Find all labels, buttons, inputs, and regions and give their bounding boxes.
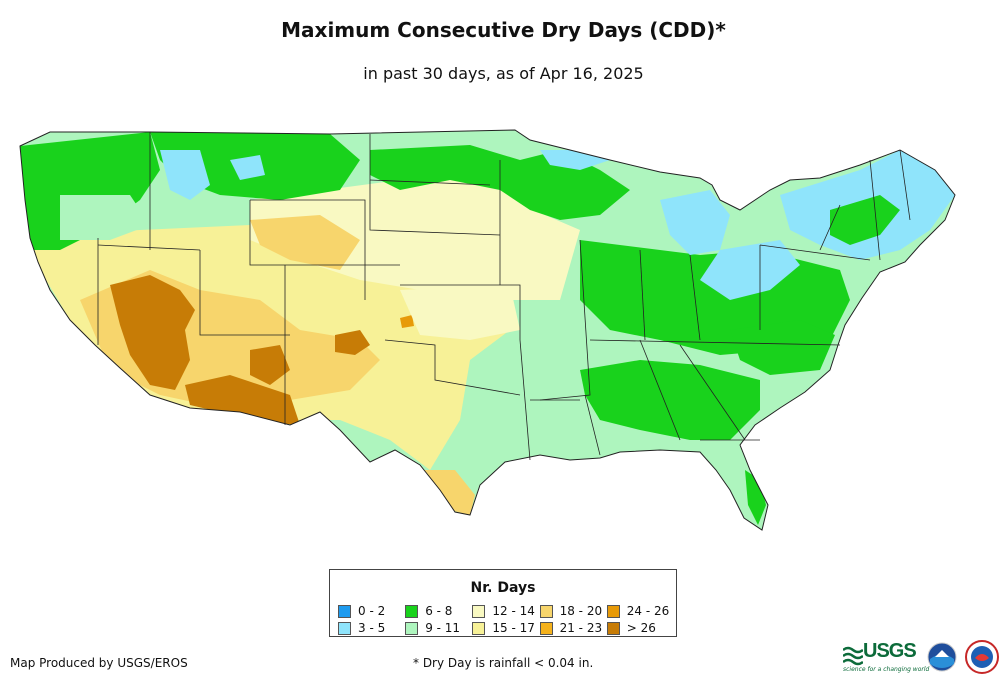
region-over26-az <box>185 375 300 425</box>
legend-item: 24 - 26 <box>606 603 674 619</box>
map-subtitle: in past 30 days, as of Apr 16, 2025 <box>363 64 644 83</box>
usgs-logo <box>843 646 863 666</box>
legend-label: 0 - 2 <box>358 604 386 618</box>
region-12-14-ks <box>400 285 520 340</box>
cdd-map <box>19 129 956 531</box>
legend-item: 12 - 14 <box>472 603 539 619</box>
legend-swatch <box>338 621 351 635</box>
legend-item: 21 - 23 <box>539 620 607 636</box>
region-over26-nm <box>250 345 290 385</box>
legend-item: 0 - 2 <box>338 603 405 619</box>
legend-label: 6 - 8 <box>425 604 453 618</box>
legend-label: 18 - 20 <box>559 604 603 618</box>
legend-label: > 26 <box>626 621 656 635</box>
region-6-8-ny <box>830 195 900 245</box>
legend-label: 9 - 11 <box>425 621 461 635</box>
legend-label: 12 - 14 <box>492 604 535 618</box>
state-borders <box>97 132 911 461</box>
region-24-26-ks <box>400 315 414 328</box>
region-18-20-texas <box>420 470 475 515</box>
agency-logos: USGS science for a changing world <box>843 640 1003 684</box>
region-9-11-or <box>60 195 150 240</box>
legend-swatch <box>472 621 486 635</box>
region-6-8-nw <box>20 132 160 250</box>
region-6-8-va <box>730 320 835 375</box>
legend-items: 0 - 2 3 - 5 6 - 8 9 - 11 12 - 14 15 - 17 18 - … <box>338 603 674 636</box>
legend-swatch <box>539 604 553 618</box>
legend-title: Nr. Days <box>470 580 536 596</box>
legend-item: 18 - 20 <box>539 603 607 619</box>
map-credit: Map Produced by USGS/EROS <box>10 656 188 670</box>
region-over26-co <box>335 330 370 355</box>
region-over26-nv <box>110 275 195 390</box>
legend: Nr. Days 0 - 2 3 - 5 6 - 8 9 - 11 12 - 14 15 … <box>329 569 677 637</box>
legend-swatch <box>472 604 486 618</box>
region-3-5-mt2 <box>230 155 265 180</box>
legend-swatch <box>606 604 620 618</box>
region-18-20-se <box>250 215 360 270</box>
region-3-5-mi <box>660 190 730 255</box>
legend-label: 15 - 17 <box>492 621 535 635</box>
usgs-tagline: science for a changing world <box>843 666 930 673</box>
legend-swatch <box>539 621 553 635</box>
noaa-logo <box>927 642 957 672</box>
legend-swatch <box>405 621 419 635</box>
map-title: Maximum Consecutive Dry Days (CDD)* <box>281 18 726 42</box>
legend-label: 3 - 5 <box>358 621 386 635</box>
legend-item: 15 - 17 <box>472 620 539 636</box>
legend-label: 24 - 26 <box>626 604 670 618</box>
usgs-wordmark: USGS <box>863 640 917 662</box>
nws-logo <box>965 640 999 674</box>
region-6-8-south <box>580 360 760 440</box>
legend-item: 3 - 5 <box>338 620 405 636</box>
legend-swatch <box>606 621 620 635</box>
legend-swatch <box>338 604 351 618</box>
dry-day-footnote: * Dry Day is rainfall < 0.04 in. <box>413 656 594 670</box>
legend-label: 21 - 23 <box>559 621 603 635</box>
legend-item: > 26 <box>606 620 674 636</box>
legend-swatch <box>405 604 419 618</box>
region-3-5-ohio <box>700 240 800 300</box>
legend-item: 9 - 11 <box>405 620 472 636</box>
legend-item: 6 - 8 <box>405 603 472 619</box>
region-3-5-mt <box>160 150 210 200</box>
